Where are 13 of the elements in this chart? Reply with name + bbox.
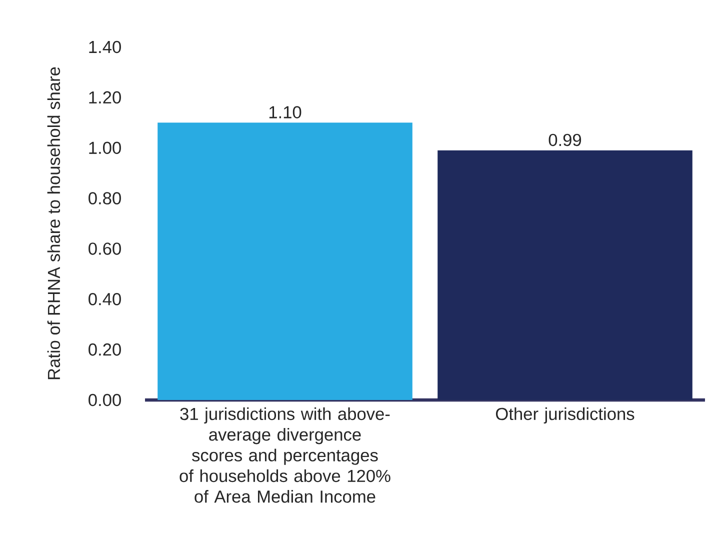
- y-tick-label: 0.60: [88, 242, 121, 255]
- y-tick-label: 0.40: [88, 292, 121, 306]
- y-tick-label: 1.00: [89, 142, 121, 154]
- x-tick-label: 31 jurisdictions with above-average divergence scores and percentages of households above 120% of Area Median Income: [180, 407, 390, 503]
- y-tick-label: 1.20: [89, 91, 121, 104]
- y-axis-title: Ratio of RHNA share to household share: [47, 67, 60, 380]
- y-tick-label: 1.40: [89, 40, 121, 54]
- data-label: 0.99: [548, 134, 582, 146]
- y-tick-label: 0.80: [88, 192, 121, 204]
- y-tick-label: 0.20: [88, 343, 121, 356]
- data-label: 1.10: [269, 106, 302, 118]
- y-tick-label: 0.00: [88, 394, 121, 406]
- x-tick-label: Other jurisdictions: [496, 407, 634, 424]
